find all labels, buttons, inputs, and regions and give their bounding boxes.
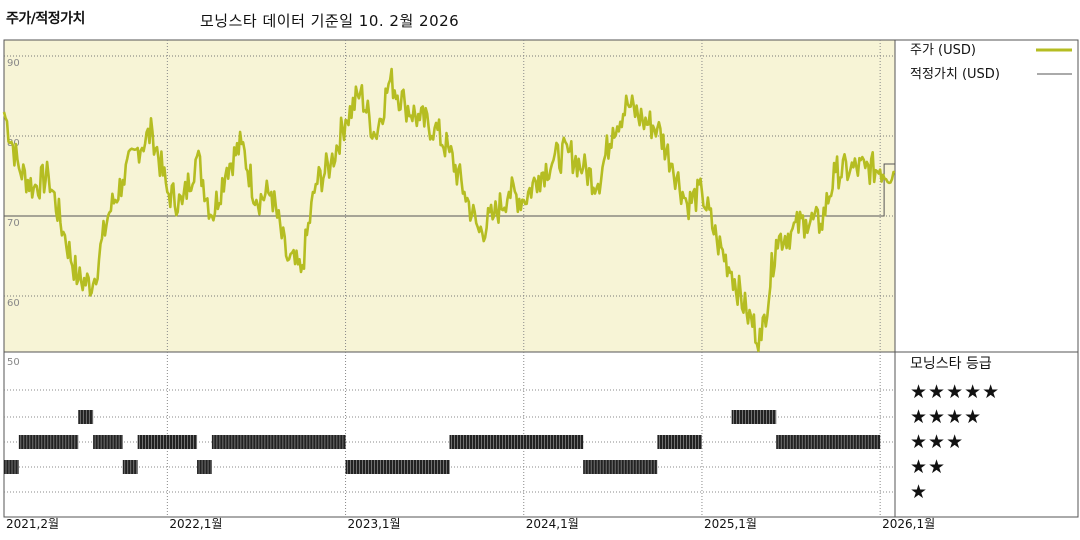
rating-period-3-3-stars xyxy=(93,435,123,449)
rating-period-10-2-stars xyxy=(583,460,658,474)
rating-bar xyxy=(776,435,881,449)
rating-bar xyxy=(345,460,450,474)
rating-period-13-3-stars xyxy=(776,435,881,449)
price-plot-background xyxy=(4,40,895,352)
rating-legend-5-stars: ★★★★★ xyxy=(910,381,1000,403)
x-tick-5: 2026,1월 xyxy=(882,517,935,531)
rating-bar xyxy=(93,435,123,449)
rating-legend-title: 모닝스타 등급 xyxy=(910,356,992,372)
rating-period-2-4-stars xyxy=(78,410,94,424)
legend-fair-label: 적정가치 (USD) xyxy=(910,67,1000,82)
grid xyxy=(3,39,1079,518)
rating-period-0-2-stars xyxy=(4,460,19,474)
rating-bar xyxy=(583,460,658,474)
chart-title: 주가/적정가치 xyxy=(6,11,85,27)
rating-scale-label: 50 xyxy=(7,357,20,368)
y-tick-90: 90 xyxy=(7,58,20,69)
rating-period-5-3-stars xyxy=(137,435,198,449)
fair-value-line xyxy=(4,163,895,217)
y-tick-60: 60 xyxy=(7,298,20,309)
series-lines xyxy=(2,67,896,353)
rating-period-12-4-stars xyxy=(731,410,777,424)
legend-price-label: 주가 (USD) xyxy=(910,43,976,58)
rating-period-8-2-stars xyxy=(345,460,450,474)
rating-period-11-3-stars xyxy=(657,435,702,449)
data-date-subtitle: 모닝스타 데이터 기준일 10. 2월 2026 xyxy=(200,12,460,30)
rating-period-7-3-stars xyxy=(211,435,346,449)
x-tick-1: 2022,1월 xyxy=(169,517,222,531)
x-tick-4: 2025,1월 xyxy=(704,517,757,531)
rating-bar xyxy=(211,435,346,449)
y-tick-70: 70 xyxy=(7,218,20,229)
star-rating-bars: 50 xyxy=(4,357,895,493)
rating-legend-4-stars: ★★★★ xyxy=(910,406,982,428)
x-tick-3: 2024,1월 xyxy=(526,517,579,531)
legend: 주가 (USD) 적정가치 (USD) 모닝스타 등급 ★★★★★ ★★★★ ★… xyxy=(910,43,1072,503)
rating-bar xyxy=(137,435,198,449)
rating-period-4-2-stars xyxy=(122,460,138,474)
x-tick-2: 2023,1월 xyxy=(348,517,401,531)
rating-bar xyxy=(449,435,584,449)
chart-frame xyxy=(3,39,1079,518)
rating-period-1-3-stars xyxy=(18,435,79,449)
rating-legend-3-stars: ★★★ xyxy=(910,431,964,453)
rating-bar xyxy=(18,435,79,449)
price-line xyxy=(2,67,896,353)
x-tick-0: 2021,2월 xyxy=(6,517,59,531)
rating-legend-2-stars: ★★ xyxy=(910,456,946,478)
rating-period-6-2-stars xyxy=(197,460,212,474)
rating-period-9-3-stars xyxy=(449,435,584,449)
rating-legend-1-star: ★ xyxy=(910,481,928,503)
x-tick-labels: 2021,2월 2022,1월 2023,1월 2024,1월 2025,1월 2026,… xyxy=(6,517,935,531)
